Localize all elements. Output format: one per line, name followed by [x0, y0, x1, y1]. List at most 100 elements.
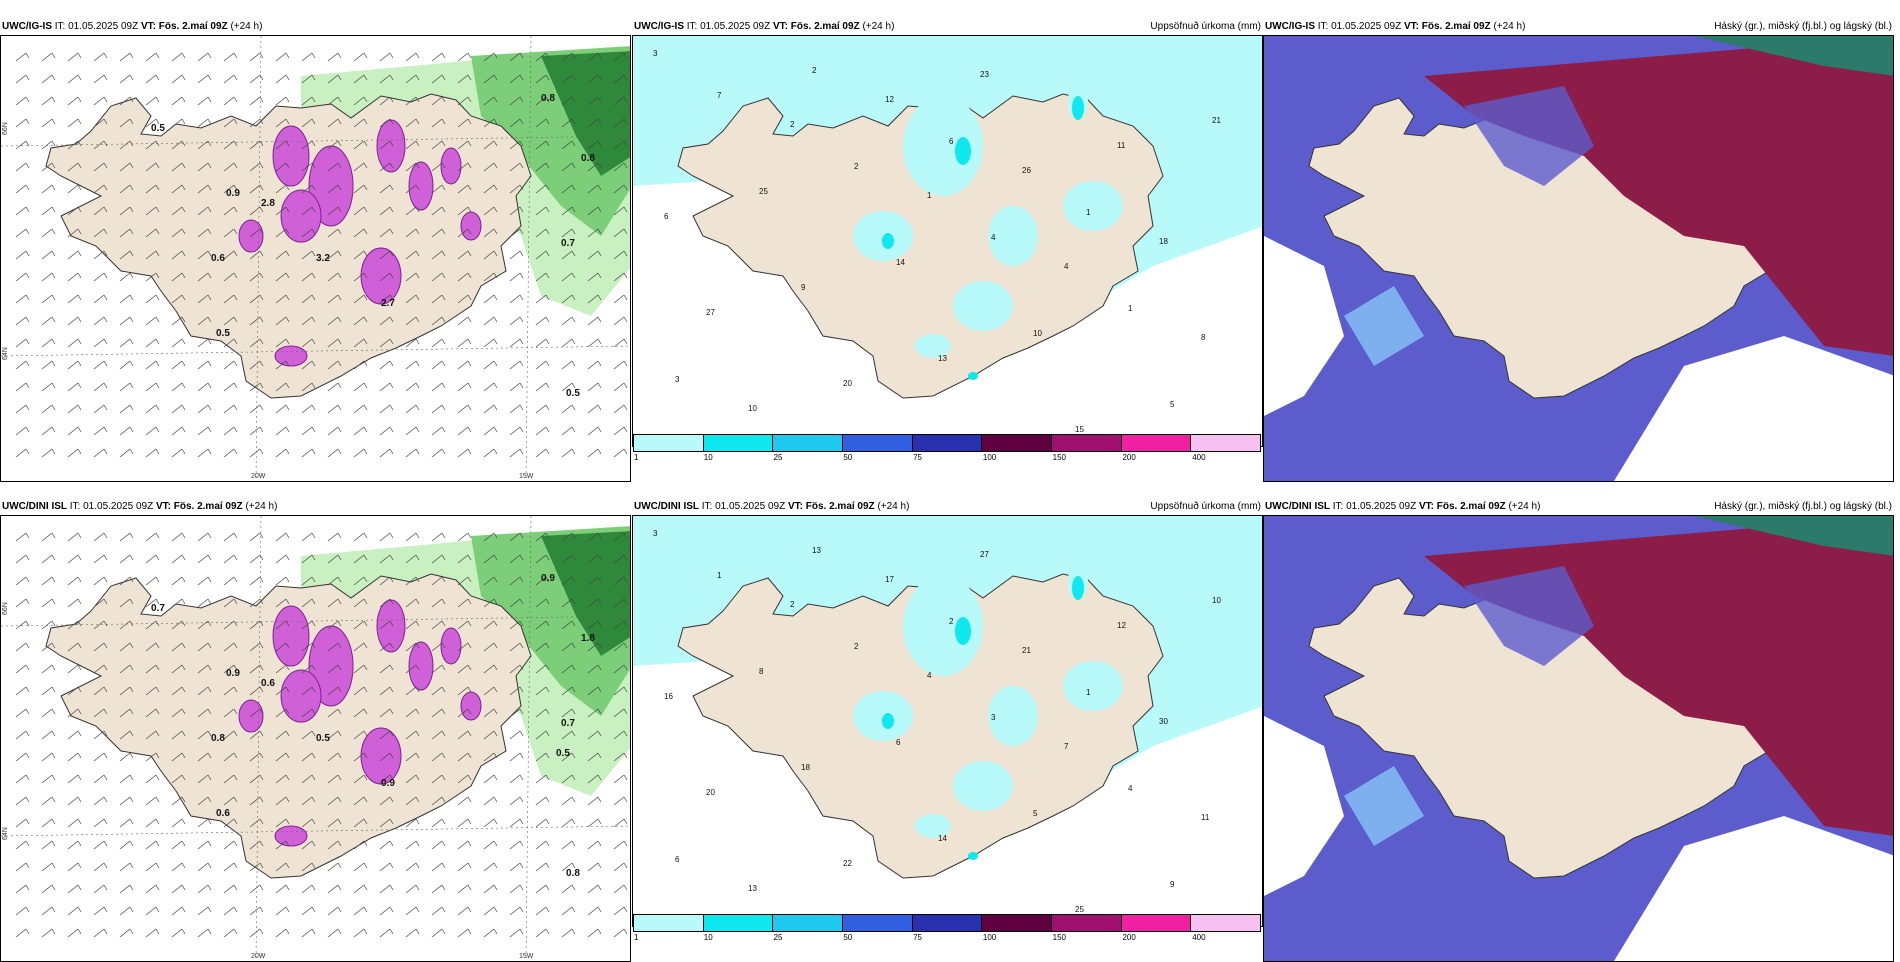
wind-barb [457, 184, 472, 194]
precip-value: 9 [801, 283, 806, 292]
wind-barb [613, 906, 628, 916]
wind-barb [301, 884, 316, 894]
wind-barb [15, 404, 30, 414]
wind-barb [93, 796, 108, 806]
wind-barb [613, 316, 628, 326]
wind-value: 3.2 [316, 253, 330, 264]
wind-barb [171, 206, 186, 216]
wind-barb [561, 862, 576, 872]
colorbar-tick: 50 [843, 933, 853, 942]
wind-barb [197, 620, 212, 630]
wind-barb [197, 664, 212, 674]
wind-barb [223, 664, 238, 674]
precip-value: 25 [759, 187, 768, 196]
wind-map: 66N 64N 20W 15W 0.5 0.6 0.7 0.8 0.9 2.8 3.2 2.7 0.5 0… [0, 35, 631, 482]
wind-barb [15, 206, 30, 216]
wind-barb [197, 250, 212, 260]
wind-barb [327, 360, 342, 370]
wind-barb [275, 404, 290, 414]
precip-value: 7 [717, 91, 722, 100]
wind-barb [405, 686, 420, 696]
wind-barb [15, 686, 30, 696]
wind-barb [431, 294, 446, 304]
wind-barb [561, 228, 576, 238]
wind-barb [119, 294, 134, 304]
precip-value: 8 [759, 667, 764, 676]
precip-value: 1 [717, 571, 722, 580]
wind-barb [405, 360, 420, 370]
precip-value: 2 [949, 617, 954, 626]
wind-barb [327, 752, 342, 762]
wind-barb [587, 774, 602, 784]
wind-barb [509, 382, 524, 392]
wind-barb [119, 118, 134, 128]
wind-barb [15, 774, 30, 784]
wind-barb [483, 686, 498, 696]
wind-barb [119, 796, 134, 806]
wind-barb [223, 382, 238, 392]
wind-barb [587, 840, 602, 850]
precip-map: 3 2 4 7 11 13 17 21 30 20 22 27 12 16 18 14 25 10 8 6 5 9 1 2 3 4… [632, 515, 1263, 927]
wind-barb [353, 338, 368, 348]
wind-barb [41, 576, 56, 586]
precip-patch [988, 206, 1038, 266]
wind-barb [93, 928, 108, 938]
wind-barb [613, 928, 628, 938]
precip-value: 3 [991, 713, 996, 722]
wind-barb [431, 96, 446, 106]
wind-barb [171, 228, 186, 238]
wind-barb [483, 620, 498, 630]
wind-barb [41, 294, 56, 304]
wind-barb [587, 730, 602, 740]
wind-barb [301, 620, 316, 630]
wind-barb [301, 796, 316, 806]
wind-barb [379, 118, 394, 128]
snow-blob [460, 211, 482, 241]
wind-barb [379, 774, 394, 784]
wind-barb [197, 818, 212, 828]
precip-value: 20 [843, 379, 852, 388]
wind-barb [457, 426, 472, 436]
wind-barb [93, 774, 108, 784]
wind-barb [535, 774, 550, 784]
wind-barb [275, 906, 290, 916]
wind-barb [145, 884, 160, 894]
wind-barb [15, 448, 30, 458]
panel-precip-igis: UWC/IG-IS IT: 01.05.2025 09Z VT: Fös. 2.… [632, 17, 1263, 464]
wind-barb [223, 906, 238, 916]
wind-barb [223, 316, 238, 326]
wind-barb [535, 250, 550, 260]
wind-barb [613, 206, 628, 216]
wind-barb [171, 184, 186, 194]
wind-barb [457, 840, 472, 850]
precip-patch [853, 691, 913, 741]
precip-value: 22 [843, 859, 852, 868]
wind-barb [93, 96, 108, 106]
wind-barb [405, 294, 420, 304]
wind-barb [93, 642, 108, 652]
wind-barb [613, 294, 628, 304]
wind-barb [457, 862, 472, 872]
wind-barb [275, 96, 290, 106]
wind-barb [483, 576, 498, 586]
wind-barb [457, 140, 472, 150]
panel-title: UWC/DINI ISL IT: 01.05.2025 09Z VT: Fös.… [2, 501, 278, 512]
wind-barb [171, 686, 186, 696]
precip-value: 7 [1064, 742, 1069, 751]
wind-barb [145, 554, 160, 564]
wind-barb [301, 74, 316, 84]
wind-barb [405, 382, 420, 392]
colorbar-tick: 50 [843, 453, 853, 462]
wind-barb [379, 228, 394, 238]
wind-barb [15, 620, 30, 630]
colorbar-swatch [773, 915, 844, 931]
wind-barb [145, 316, 160, 326]
wind-barb [561, 316, 576, 326]
wind-barb [613, 642, 628, 652]
wind-barb [327, 708, 342, 718]
wind-barb [197, 554, 212, 564]
wind-barb [275, 862, 290, 872]
wind-barb [93, 532, 108, 542]
wind-barb [119, 448, 134, 458]
wind-barb [587, 906, 602, 916]
